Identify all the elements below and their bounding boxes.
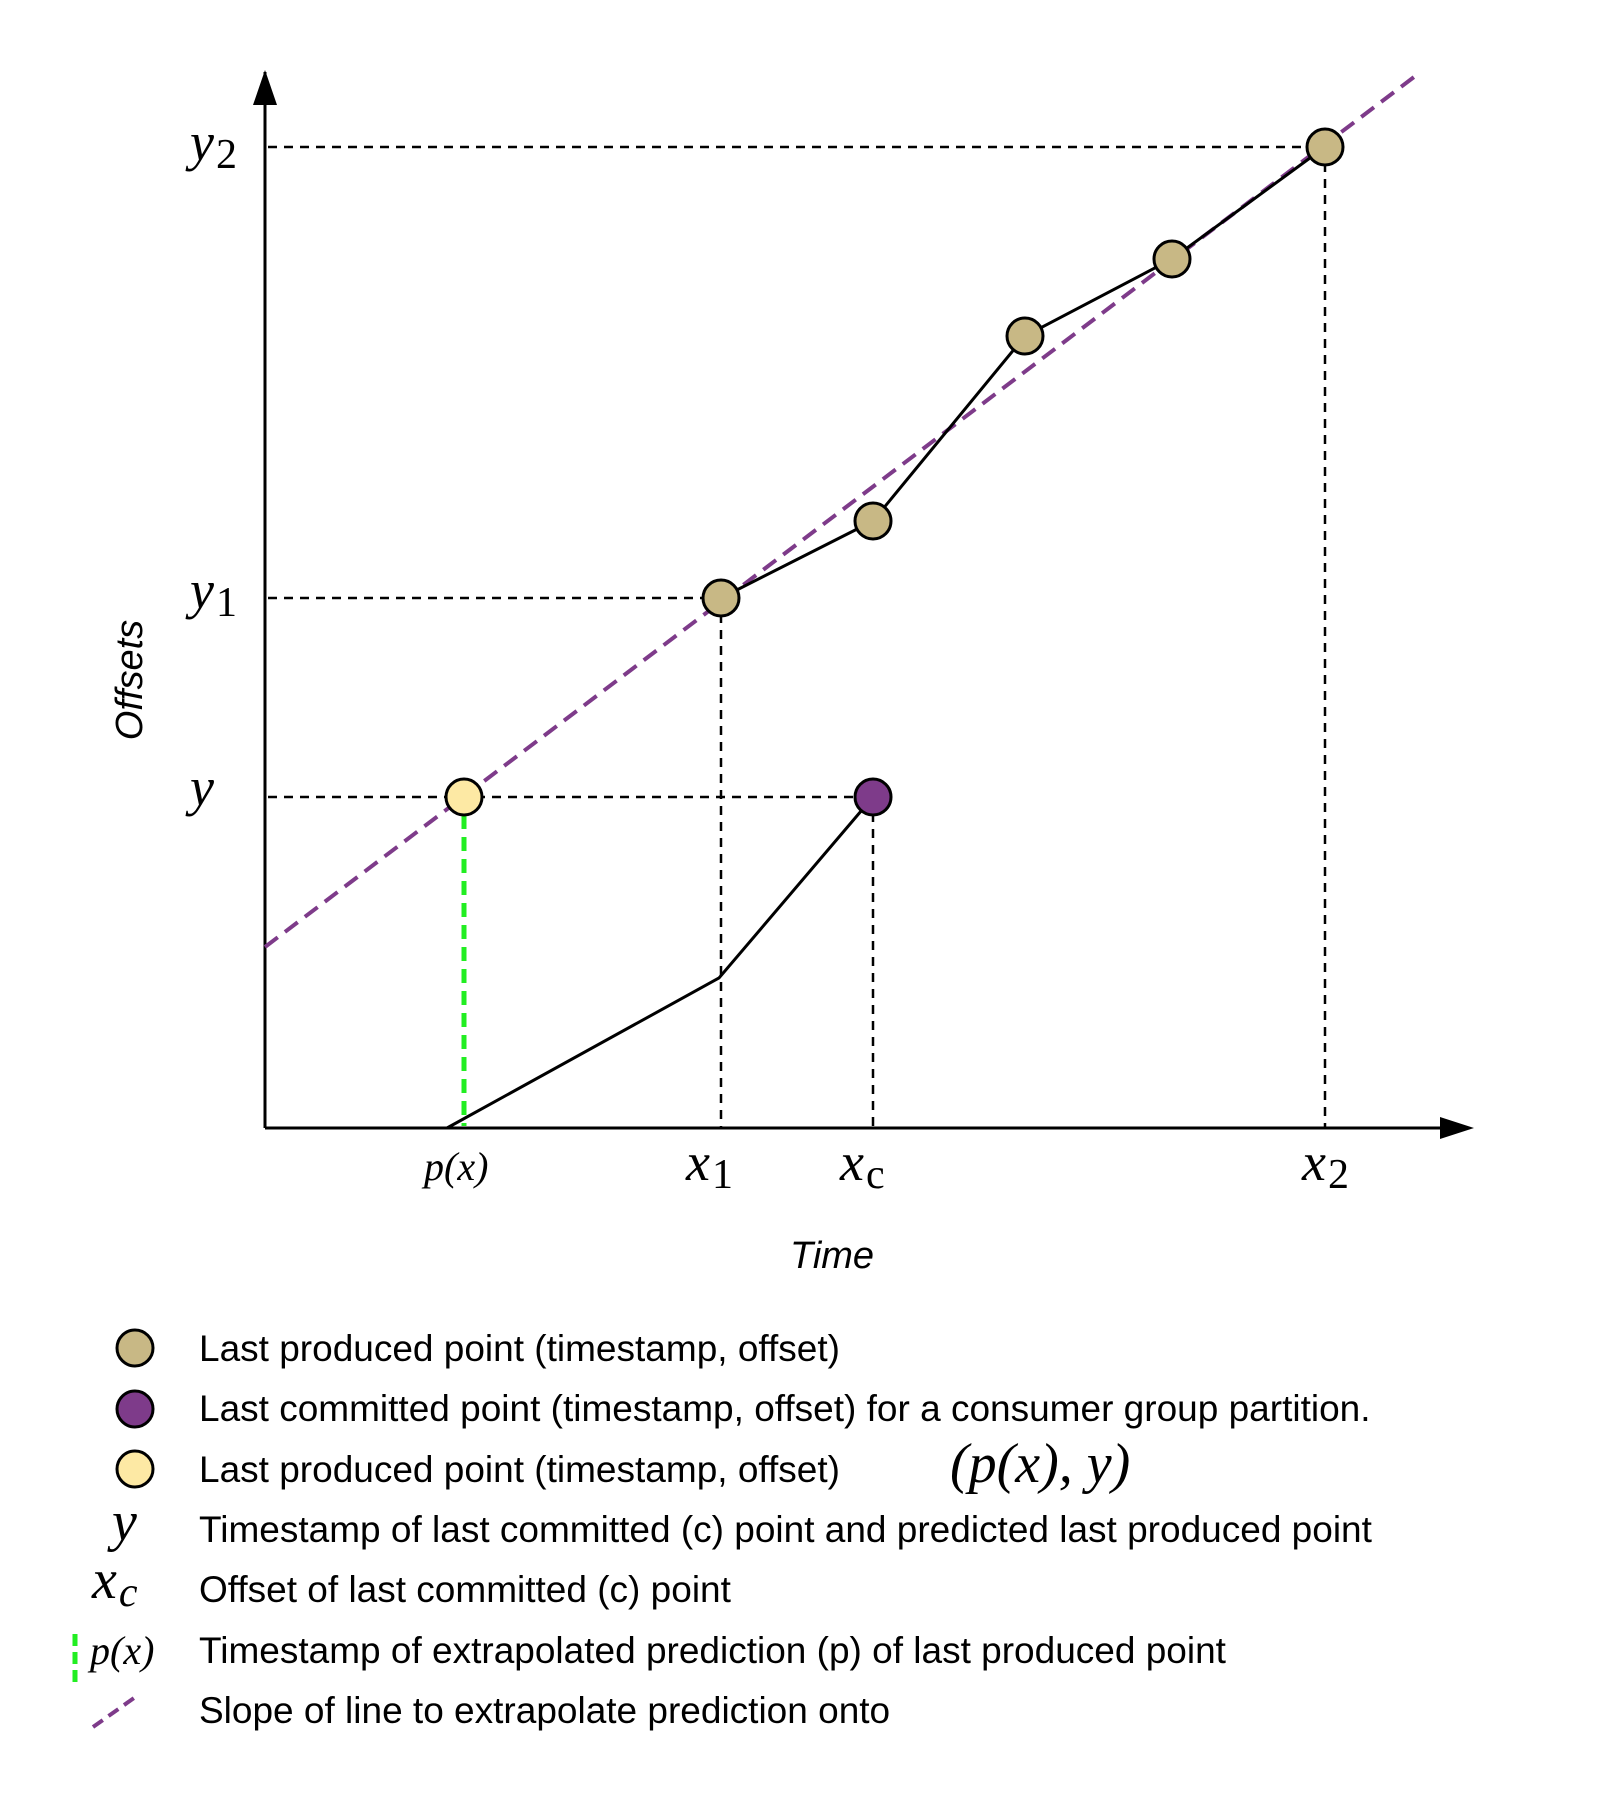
axes xyxy=(253,70,1474,1139)
produced-point xyxy=(853,501,893,541)
committed-series-line xyxy=(446,796,875,1130)
produced-points xyxy=(701,127,1345,618)
legend-text: Last committed point (timestamp, offset)… xyxy=(199,1388,1371,1429)
y-label: y xyxy=(185,757,214,817)
legend-xc-symbol: xc xyxy=(91,1549,138,1616)
y-axis-title: Offsets xyxy=(109,620,151,740)
x-axis-title: Time xyxy=(790,1235,874,1277)
xc-label: xc xyxy=(839,1132,885,1198)
x2-label: x2 xyxy=(1301,1132,1349,1198)
y1-label: y1 xyxy=(185,560,237,626)
produced-point xyxy=(701,578,741,618)
x1-label: x1 xyxy=(685,1132,733,1198)
legend-text: Slope of line to extrapolate prediction … xyxy=(199,1690,890,1731)
legend-predicted-coordinate: (p(x), y) xyxy=(950,1433,1130,1495)
legend-text: Timestamp of last committed (c) point an… xyxy=(199,1509,1373,1550)
legend: Last produced point (timestamp, offset) … xyxy=(72,1328,1373,1731)
y2-label: y2 xyxy=(185,112,237,178)
legend-predicted-dot xyxy=(115,1449,155,1489)
legend-text: Last produced point (timestamp, offset) xyxy=(199,1328,840,1369)
legend-committed-dot xyxy=(115,1389,155,1429)
committed-point xyxy=(853,777,893,817)
legend-slope-dash xyxy=(91,1696,136,1729)
guide-lines xyxy=(268,145,1327,1128)
legend-text: Last produced point (timestamp, offset) xyxy=(199,1449,840,1490)
produced-point xyxy=(1005,316,1045,356)
px-label: p(x) xyxy=(421,1144,488,1189)
produced-point xyxy=(1305,127,1345,167)
produced-point xyxy=(1152,239,1192,279)
x-axis-arrow xyxy=(1440,1117,1474,1139)
legend-produced-dot xyxy=(115,1328,155,1368)
predicted-point xyxy=(444,777,484,817)
legend-y-symbol: y xyxy=(107,1491,137,1553)
legend-px-symbol: p(x) xyxy=(87,1628,154,1673)
y-axis-arrow xyxy=(253,70,277,105)
legend-text: Offset of last committed (c) point xyxy=(199,1569,732,1610)
legend-text: Timestamp of extrapolated prediction (p)… xyxy=(199,1630,1227,1671)
